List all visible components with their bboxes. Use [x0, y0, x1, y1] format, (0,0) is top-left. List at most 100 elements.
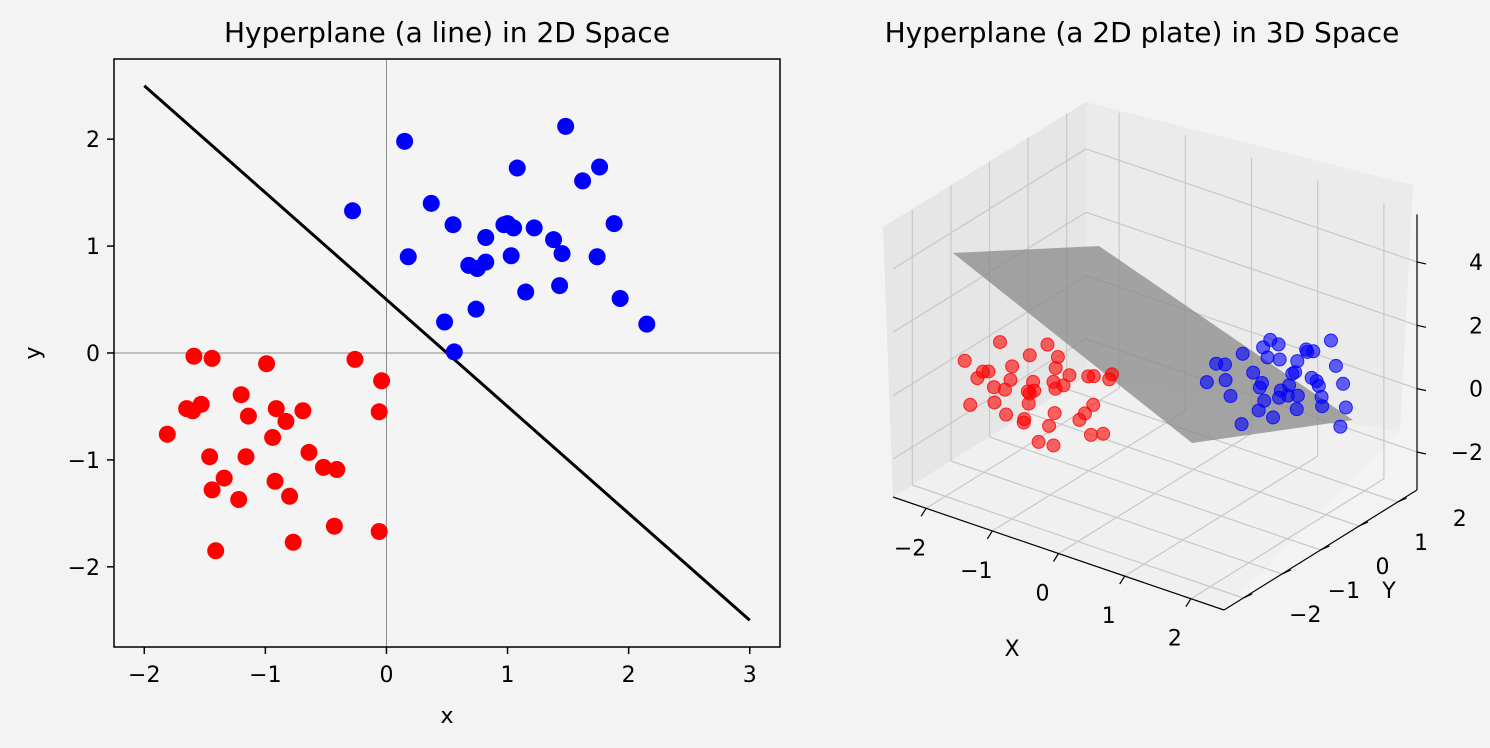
data-point: [611, 289, 629, 307]
z3d-tick-mark: [1416, 261, 1427, 265]
data-point-3d: [1257, 393, 1272, 408]
data-point: [551, 277, 569, 295]
data-point-3d: [1235, 346, 1250, 361]
data-point-3d: [1315, 399, 1330, 414]
data-point-3d: [1223, 389, 1238, 404]
x3d-tick-label: −2: [894, 536, 926, 561]
x3d-tick-mark: [1052, 553, 1060, 562]
x-tick-label: 3: [743, 663, 757, 688]
x3d-tick-mark: [986, 530, 993, 540]
data-point: [344, 202, 362, 220]
data-point: [399, 248, 417, 266]
y-tick-label: 0: [86, 342, 100, 367]
y3d-tick-label: −2: [1289, 603, 1321, 628]
data-point-3d: [1336, 376, 1351, 391]
data-point: [574, 172, 592, 190]
data-point-3d: [987, 395, 1002, 410]
data-point-3d: [981, 364, 996, 379]
data-point: [281, 487, 299, 505]
grid-line: [1066, 388, 1398, 503]
hyperplane-plate: [953, 246, 1353, 443]
data-point-3d: [1199, 375, 1214, 390]
data-point-3d: [1042, 418, 1057, 433]
data-point: [300, 443, 318, 461]
data-point-3d: [1209, 356, 1224, 371]
data-point: [477, 253, 495, 271]
data-point-3d: [1104, 367, 1119, 382]
y3d-tick-mark: [1320, 545, 1330, 551]
x-tick-label: 1: [501, 663, 515, 688]
x3d-tick-label: 1: [1102, 604, 1116, 629]
y-axis-ticks: −2 −1 0 1 2: [68, 128, 114, 581]
data-point-3d: [1040, 337, 1055, 352]
chart-2d: Hyperplane (a line) in 2D Space −2 −1 0 1 2 3…: [21, 16, 781, 729]
y-tick-label: −2: [68, 556, 100, 581]
pane-left: [883, 102, 1086, 497]
data-point: [215, 469, 233, 487]
data-point-3d: [1062, 368, 1077, 383]
data-point: [328, 461, 346, 479]
x-tick-label: 2: [622, 663, 636, 688]
z3d-tick-mark: [1416, 324, 1427, 328]
grid-line: [1085, 148, 1418, 263]
data-point-3d: [993, 335, 1007, 350]
data-point-3d: [1047, 406, 1062, 421]
data-point: [232, 386, 250, 404]
data-point: [158, 425, 176, 443]
data-point: [477, 229, 495, 247]
data-point: [422, 194, 440, 212]
data-point-3d: [963, 397, 978, 412]
y3d-tick-mark: [1358, 521, 1369, 527]
data-point: [258, 355, 276, 373]
data-point: [505, 219, 523, 237]
data-point-3d: [1048, 381, 1063, 396]
data-point-3d: [1005, 359, 1020, 374]
data-point: [370, 403, 388, 421]
data-point: [266, 472, 284, 490]
data-point: [314, 458, 332, 476]
chart-3d-points: [957, 332, 1353, 453]
data-point: [553, 245, 571, 263]
data-point-3d: [1299, 342, 1314, 357]
y-tick-label: −1: [68, 449, 100, 474]
y3d-tick-label: 0: [1376, 555, 1390, 580]
data-point: [230, 490, 248, 508]
data-point-3d: [1338, 400, 1353, 415]
data-point-3d: [1020, 384, 1035, 399]
data-point-3d: [1022, 348, 1037, 363]
data-point-3d: [1289, 402, 1304, 417]
data-point: [396, 132, 414, 150]
y3d-tick-label: 2: [1453, 507, 1467, 532]
x-tick-label: −2: [128, 663, 160, 688]
data-point: [517, 283, 535, 301]
x-tick-label: −1: [249, 663, 281, 688]
x3d-axis-label: X: [1004, 637, 1019, 662]
data-point: [557, 117, 575, 135]
data-point: [203, 349, 221, 367]
data-point-3d: [1096, 426, 1111, 441]
data-point-3d: [1311, 378, 1326, 393]
data-point-3d: [986, 380, 1001, 395]
chart-3d-title: Hyperplane (a 2D plate) in 3D Space: [885, 16, 1400, 49]
grid-line: [950, 460, 1283, 575]
grid-line: [892, 148, 1087, 270]
data-point-3d: [1271, 337, 1286, 352]
grid-line: [912, 484, 1244, 599]
x3d-tick-mark: [1119, 575, 1126, 585]
z3d-tick-label: 2: [1469, 314, 1483, 339]
data-point: [444, 216, 462, 234]
data-point-3d: [1084, 427, 1099, 442]
data-point: [591, 158, 609, 176]
data-point: [207, 542, 225, 560]
data-point-3d: [1234, 417, 1249, 432]
data-point-3d: [1252, 380, 1267, 395]
data-point-3d: [1272, 352, 1287, 367]
data-point-3d: [1323, 333, 1338, 348]
data-point: [201, 448, 219, 466]
data-point-3d: [1046, 438, 1061, 453]
y3d-tick-mark: [1243, 593, 1253, 599]
x3d-tick-label: 2: [1168, 627, 1182, 652]
data-point: [203, 481, 221, 499]
x-axis-ticks: −2 −1 0 1 2 3: [128, 647, 757, 688]
